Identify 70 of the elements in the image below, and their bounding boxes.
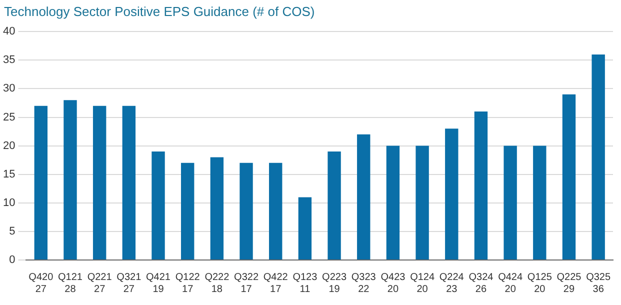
data-label: 22 — [358, 284, 370, 295]
x-tick-label: Q124 — [410, 272, 435, 283]
bar — [416, 146, 429, 260]
bar — [64, 100, 77, 260]
x-tick-label: Q224 — [439, 272, 464, 283]
data-label: 28 — [64, 284, 76, 295]
data-label: 27 — [35, 284, 47, 295]
bar — [180, 162, 194, 260]
data-label: 27 — [94, 284, 106, 295]
bar — [92, 106, 106, 260]
data-label: 27 — [123, 284, 135, 295]
data-label: 18 — [211, 284, 223, 295]
bar — [240, 162, 253, 260]
data-label: 26 — [475, 284, 487, 295]
bar — [328, 152, 341, 260]
x-tick-label: Q121 — [58, 272, 83, 283]
x-tick-label: Q225 — [556, 272, 582, 283]
y-tick-label: 25 — [2, 111, 16, 124]
y-tick-label: 5 — [9, 225, 16, 238]
x-tick-label: Q421 — [146, 272, 171, 283]
y-tick-label: 35 — [2, 54, 16, 66]
x-tick-label: Q324 — [468, 272, 494, 283]
y-tick-label: 20 — [2, 140, 16, 152]
bar — [504, 146, 517, 260]
x-tick-label: Q122 — [175, 272, 200, 283]
x-tick-label: Q125 — [527, 272, 552, 283]
y-tick-label: 30 — [2, 82, 16, 95]
data-label: 36 — [592, 284, 604, 295]
y-tick-label: 10 — [2, 196, 16, 209]
bar — [152, 152, 165, 260]
chart-title: Technology Sector Positive EPS Guidance (# of COS) — [4, 4, 315, 19]
x-tick-label: Q423 — [380, 272, 406, 283]
data-label: 29 — [563, 284, 575, 295]
bar — [533, 146, 546, 260]
bar — [386, 146, 400, 260]
y-tick-label: 40 — [2, 26, 16, 38]
bar — [298, 197, 312, 260]
data-label: 20 — [504, 284, 516, 295]
data-label: 19 — [328, 284, 340, 295]
bar — [34, 106, 48, 260]
x-tick-label: Q221 — [87, 272, 112, 283]
bar — [592, 54, 605, 260]
data-label: 17 — [182, 284, 194, 295]
x-tick-label: Q420 — [28, 272, 54, 283]
x-tick-label: Q123 — [292, 272, 318, 283]
y-tick-label: 15 — [2, 168, 16, 180]
data-label: 17 — [240, 284, 252, 295]
x-tick-label: Q223 — [322, 272, 347, 283]
data-label: 19 — [152, 284, 164, 295]
x-tick-label: Q424 — [498, 272, 523, 283]
bar — [210, 157, 224, 260]
bar — [445, 128, 458, 260]
bar — [357, 134, 370, 260]
x-tick-label: Q322 — [234, 272, 259, 283]
x-tick-label: Q323 — [351, 272, 376, 283]
bar — [269, 162, 282, 260]
data-label: 11 — [300, 284, 311, 295]
data-label: 17 — [270, 284, 282, 295]
bar — [474, 112, 488, 260]
data-label: 20 — [416, 284, 428, 295]
x-tick-label: Q222 — [204, 272, 230, 283]
data-label: 20 — [534, 284, 546, 295]
x-tick-label: Q321 — [116, 272, 142, 283]
bar — [562, 94, 576, 260]
data-label: 20 — [387, 284, 399, 295]
bar — [122, 106, 136, 260]
y-tick-label: 0 — [9, 254, 16, 266]
x-tick-label: Q325 — [586, 272, 611, 283]
x-tick-label: Q422 — [263, 272, 288, 283]
data-label: 23 — [446, 284, 458, 295]
